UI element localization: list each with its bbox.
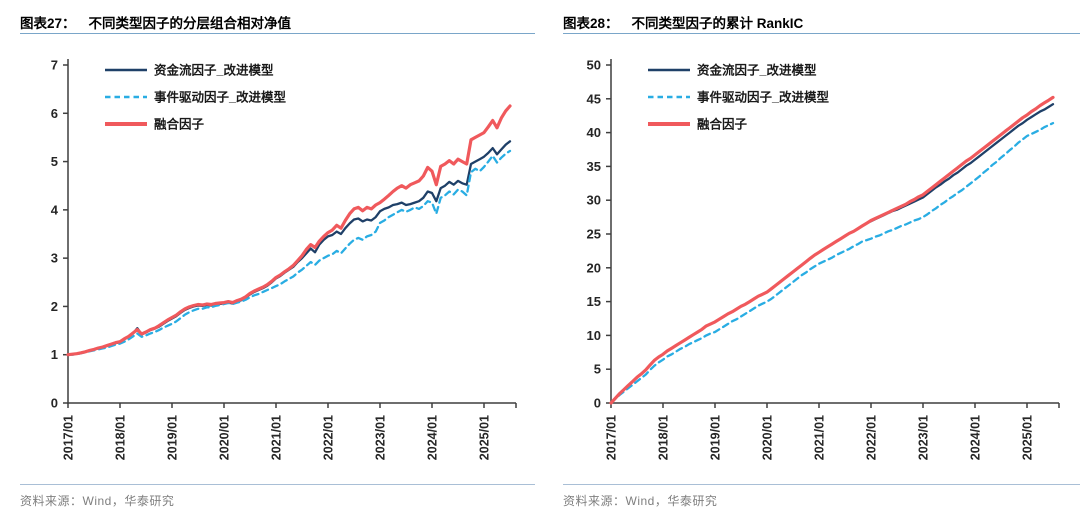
figure-27-label: 图表27： <box>20 16 76 31</box>
x-tick-label: 2023/01 <box>374 415 388 460</box>
x-tick-label: 2018/01 <box>657 415 671 460</box>
series-line-0 <box>609 103 1055 405</box>
figure-28-label: 图表28： <box>563 16 619 31</box>
legend-item-1: 事件驱动因子_改进模型 <box>105 90 286 105</box>
legend-label-0: 资金流因子_改进模型 <box>154 63 274 78</box>
chart-relative-nav: 0 1 2 3 4 5 6 7 2017/01 2018/01 2019/01 2020/01 2021… <box>51 58 517 460</box>
x-tick-label: 2019/01 <box>709 415 723 460</box>
figure-28-title: 不同类型因子的累计 RankIC <box>631 16 804 31</box>
y-tick-label: 35 <box>587 159 601 174</box>
x-tick-label: 2025/01 <box>478 415 492 460</box>
figure-27: 图表27： 不同类型因子的分层组合相对净值 0 1 2 3 4 5 6 7 2017/01 2018… <box>20 0 535 521</box>
chart-cumulative-rankic: 0 5 10 15 20 25 30 35 40 45 50 2017/01 2018/01 2019/0… <box>587 58 1060 460</box>
y-tick-label: 5 <box>594 362 601 377</box>
series-line-0 <box>66 140 512 356</box>
figure-27-header: 图表27： 不同类型因子的分层组合相对净值 <box>20 12 535 34</box>
series-line-2 <box>609 95 1055 405</box>
y-tick-label: 45 <box>587 91 601 106</box>
x-tick-label: 2018/01 <box>114 415 128 460</box>
legend-label-1: 事件驱动因子_改进模型 <box>697 90 829 105</box>
y-tick-label: 5 <box>51 154 58 169</box>
legend-label-2: 融合因子 <box>154 117 205 132</box>
y-tick-label: 25 <box>587 227 601 242</box>
x-tick-label: 2022/01 <box>322 415 336 460</box>
legend-label-1: 事件驱动因子_改进模型 <box>154 90 286 105</box>
x-tick-label: 2017/01 <box>62 415 76 460</box>
figure-28: 图表28： 不同类型因子的累计 RankIC 0 5 10 15 20 25 30 35 40 45… <box>563 0 1080 521</box>
figure-27-source: 资料来源：Wind，华泰研究 <box>20 484 535 509</box>
y-tick-label: 7 <box>51 58 58 73</box>
y-tick-label: 0 <box>594 396 601 411</box>
y-tick-label: 3 <box>51 251 58 266</box>
x-tick-label: 2025/01 <box>1021 415 1035 460</box>
x-tick-label: 2017/01 <box>605 415 619 460</box>
x-tick-label: 2019/01 <box>166 415 180 460</box>
y-tick-label: 6 <box>51 106 58 121</box>
figure-28-header: 图表28： 不同类型因子的累计 RankIC <box>563 12 1080 34</box>
x-tick-label: 2023/01 <box>917 415 931 460</box>
legend-item-1: 事件驱动因子_改进模型 <box>648 90 829 105</box>
legend-item-0: 资金流因子_改进模型 <box>105 63 274 78</box>
series-line-1 <box>609 121 1055 405</box>
y-tick-label: 15 <box>587 294 601 309</box>
x-tick-label: 2022/01 <box>865 415 879 460</box>
legend-item-0: 资金流因子_改进模型 <box>648 63 817 78</box>
y-tick-label: 4 <box>51 202 59 217</box>
y-tick-label: 0 <box>51 396 58 411</box>
x-tick-label: 2020/01 <box>218 415 232 460</box>
y-tick-label: 20 <box>587 260 601 275</box>
x-tick-label: 2021/01 <box>270 415 284 460</box>
x-tick-label: 2024/01 <box>969 415 983 460</box>
x-tick-label: 2024/01 <box>426 415 440 460</box>
y-tick-label: 30 <box>587 193 601 208</box>
figure-28-source: 资料来源：Wind，华泰研究 <box>563 484 1080 509</box>
legend-label-0: 资金流因子_改进模型 <box>697 63 817 78</box>
series-line-1 <box>66 149 512 356</box>
y-tick-label: 40 <box>587 125 601 140</box>
legend-item-2: 融合因子 <box>648 117 748 132</box>
figure-27-title: 不同类型因子的分层组合相对净值 <box>88 16 292 31</box>
y-tick-label: 10 <box>587 328 601 343</box>
y-tick-label: 1 <box>51 347 58 362</box>
y-tick-label: 50 <box>587 58 601 73</box>
x-tick-label: 2020/01 <box>761 415 775 460</box>
legend-label-2: 融合因子 <box>697 117 748 132</box>
x-tick-label: 2021/01 <box>813 415 827 460</box>
y-tick-label: 2 <box>51 299 58 314</box>
series-line-2 <box>66 104 512 357</box>
legend-item-2: 融合因子 <box>105 117 205 132</box>
